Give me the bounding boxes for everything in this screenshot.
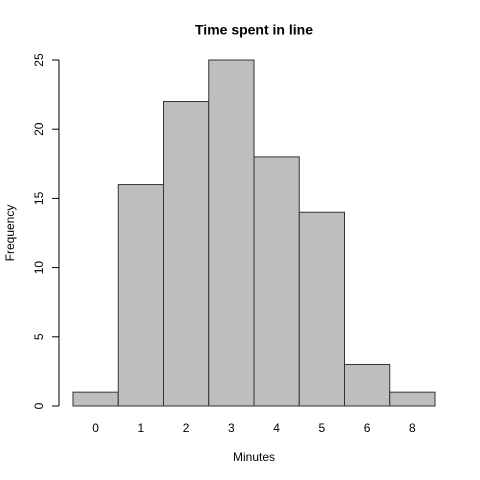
- x-tick-label: 8: [409, 421, 416, 435]
- y-tick-label: 25: [32, 53, 46, 67]
- y-tick-label: 10: [32, 261, 46, 275]
- x-axis-label: Minutes: [233, 450, 275, 464]
- y-axis-label: Frequency: [3, 205, 17, 262]
- bar: [298, 211, 345, 407]
- x-tick-label: 6: [364, 421, 371, 435]
- bar: [344, 363, 391, 407]
- chart-title: Time spent in line: [195, 22, 313, 38]
- y-tick-label: 0: [32, 402, 46, 409]
- bar: [253, 156, 300, 407]
- bar: [389, 391, 436, 407]
- y-tick-label: 20: [32, 122, 46, 136]
- x-tick-label: 5: [319, 421, 326, 435]
- x-tick-label: 1: [138, 421, 145, 435]
- bar: [163, 101, 210, 407]
- y-tick-label: 5: [32, 333, 46, 340]
- x-tick-label: 0: [92, 421, 99, 435]
- x-tick-label: 4: [273, 421, 280, 435]
- bar: [72, 391, 119, 407]
- bar: [117, 184, 164, 407]
- bar: [208, 59, 255, 407]
- x-tick-label: 3: [228, 421, 235, 435]
- x-tick-label: 2: [183, 421, 190, 435]
- y-tick-label: 15: [32, 191, 46, 205]
